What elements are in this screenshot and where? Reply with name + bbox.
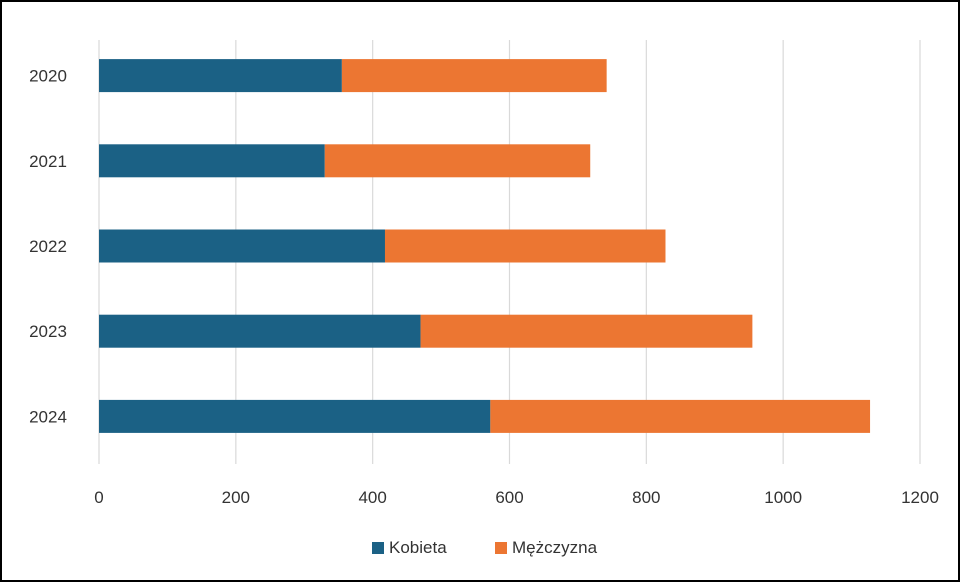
x-tick-label: 800 [632, 488, 660, 507]
bar-kobieta-2021 [99, 144, 325, 178]
x-tick-label: 600 [495, 488, 523, 507]
legend-label-kobieta: Kobieta [389, 538, 447, 557]
bar-kobieta-2024 [99, 399, 491, 433]
bar-mężczyzna-2020 [341, 59, 607, 93]
category-label: 2022 [29, 237, 67, 256]
x-tick-label: 1000 [764, 488, 802, 507]
bar-kobieta-2023 [99, 314, 421, 348]
legend-swatch-kobieta [372, 542, 384, 554]
x-tick-label: 1200 [901, 488, 939, 507]
category-label: 2020 [29, 67, 67, 86]
category-label: 2021 [29, 152, 67, 171]
x-tick-label: 400 [358, 488, 386, 507]
x-tick-label: 0 [94, 488, 103, 507]
bar-kobieta-2022 [99, 229, 385, 263]
x-axis-tick-labels: 0 200 400 600 800 1000 1200 [94, 488, 939, 507]
legend-swatch-mężczyzna [495, 542, 507, 554]
legend: Kobieta Mężczyzna [372, 538, 598, 557]
bars [99, 59, 871, 433]
x-tick-label: 200 [222, 488, 250, 507]
legend-label-mężczyzna: Mężczyzna [512, 538, 598, 557]
bar-kobieta-2020 [99, 59, 342, 93]
bar-mężczyzna-2023 [420, 314, 753, 348]
bar-mężczyzna-2024 [490, 399, 871, 433]
category-label: 2023 [29, 322, 67, 341]
bar-mężczyzna-2021 [324, 144, 591, 178]
category-labels: 2020 2021 2022 2023 2024 [29, 67, 67, 427]
bar-mężczyzna-2022 [384, 229, 666, 263]
category-label: 2024 [29, 407, 67, 426]
